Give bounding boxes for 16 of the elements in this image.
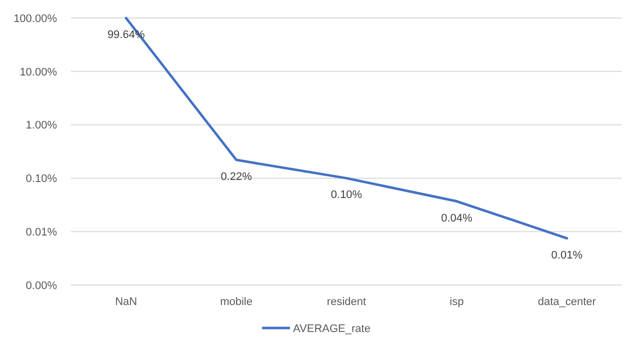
data-label: 0.04% xyxy=(441,212,473,224)
legend-label: AVERAGE_rate xyxy=(293,322,370,335)
y-tick-label: 10.00% xyxy=(20,66,58,78)
y-tick-label: 0.00% xyxy=(26,280,58,292)
y-tick-label: 0.01% xyxy=(26,226,58,238)
data-label: 0.10% xyxy=(330,189,362,202)
x-tick-label: isp xyxy=(450,296,464,308)
x-tick-label: resident xyxy=(326,296,366,308)
x-tick-label: data_center xyxy=(538,296,596,308)
y-tick-label: 0.10% xyxy=(26,173,58,186)
y-tick-label: 1.00% xyxy=(26,120,58,132)
x-tick-label: mobile xyxy=(220,296,253,308)
x-tick-label: NaN xyxy=(115,296,138,308)
data-label: 0.22% xyxy=(220,170,252,183)
y-tick-label: 100.00% xyxy=(14,12,58,25)
data-label: 0.01% xyxy=(551,249,583,262)
